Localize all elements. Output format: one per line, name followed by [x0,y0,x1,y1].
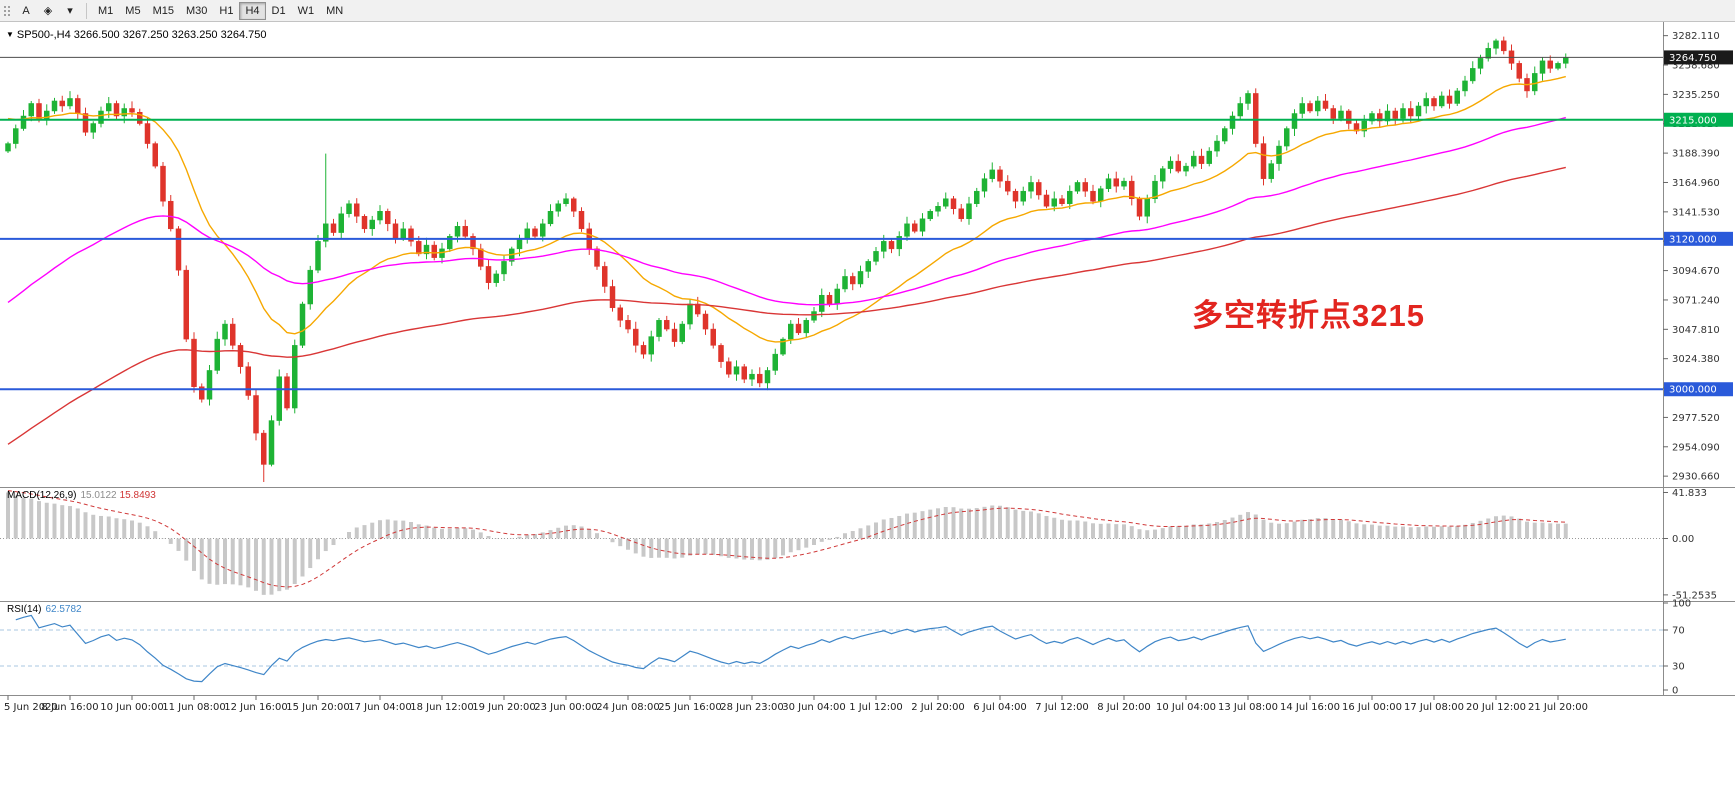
svg-text:2930.660: 2930.660 [1672,472,1720,483]
svg-text:23 Jun 00:00: 23 Jun 00:00 [534,702,598,713]
timeframe-button-w1[interactable]: W1 [292,2,321,20]
svg-text:3000.000: 3000.000 [1669,385,1717,396]
timeframe-button-mn[interactable]: MN [320,2,349,20]
svg-text:24 Jun 08:00: 24 Jun 08:00 [596,702,660,713]
svg-text:3188.390: 3188.390 [1672,149,1720,160]
svg-text:3071.240: 3071.240 [1672,295,1720,306]
svg-text:28 Jun 23:00: 28 Jun 23:00 [720,702,784,713]
svg-text:30 Jun 04:00: 30 Jun 04:00 [782,702,846,713]
svg-text:19 Jun 20:00: 19 Jun 20:00 [472,702,536,713]
svg-text:8 Jun 16:00: 8 Jun 16:00 [41,702,98,713]
svg-text:0.00: 0.00 [1672,534,1694,545]
shapes-dropdown-caret[interactable]: ▾ [59,2,81,20]
timeframe-toolbar: M1 M5 M15 M30 H1 H4 D1 W1 MN [92,1,349,20]
svg-text:2 Jul 20:00: 2 Jul 20:00 [911,702,965,713]
timeframe-button-m15[interactable]: M15 [147,2,180,20]
svg-text:41.833: 41.833 [1672,488,1707,499]
annotation-text-tool-button[interactable]: A [15,2,37,20]
timeframe-button-m30[interactable]: M30 [180,2,213,20]
timeframe-button-h4[interactable]: H4 [239,2,266,20]
ma-line-120 [7,166,1566,445]
svg-text:3094.670: 3094.670 [1672,266,1720,277]
rsi-panel [0,614,1663,683]
svg-text:12 Jun 16:00: 12 Jun 16:00 [224,702,288,713]
timeframe-button-d1[interactable]: D1 [266,2,292,20]
macd-panel [0,490,1663,595]
svg-text:3235.250: 3235.250 [1672,90,1720,101]
svg-text:10 Jul 04:00: 10 Jul 04:00 [1156,702,1216,713]
chart-background [0,22,1735,713]
svg-text:3258.680: 3258.680 [1672,61,1720,72]
timeframe-button-m1[interactable]: M1 [92,2,119,20]
svg-text:3164.960: 3164.960 [1672,178,1720,189]
level-price-badge: 3000.000 [1664,382,1733,397]
svg-text:7 Jul 12:00: 7 Jul 12:00 [1035,702,1089,713]
svg-text:0: 0 [1672,686,1678,697]
svg-text:10 Jun 00:00: 10 Jun 00:00 [100,702,164,713]
svg-text:11 Jun 08:00: 11 Jun 08:00 [162,702,226,713]
svg-text:3282.110: 3282.110 [1672,31,1720,42]
svg-text:3215.000: 3215.000 [1669,115,1717,126]
svg-text:3024.380: 3024.380 [1672,354,1720,365]
candles-layer [5,36,1569,482]
svg-text:15 Jun 20:00: 15 Jun 20:00 [286,702,350,713]
toolbar-separator [86,2,87,19]
svg-text:3120.000: 3120.000 [1669,234,1717,245]
svg-text:3141.530: 3141.530 [1672,207,1720,218]
svg-text:14 Jul 16:00: 14 Jul 16:00 [1280,702,1340,713]
svg-text:70: 70 [1672,626,1685,637]
ma-line-60 [7,116,1566,306]
chart-area[interactable]: 3282.1103258.6803235.2503211.8203188.390… [0,22,1735,790]
svg-text:30: 30 [1672,662,1685,673]
svg-text:21 Jul 20:00: 21 Jul 20:00 [1528,702,1588,713]
svg-text:16 Jul 00:00: 16 Jul 00:00 [1342,702,1402,713]
svg-text:13 Jul 08:00: 13 Jul 08:00 [1218,702,1278,713]
svg-text:8 Jul 20:00: 8 Jul 20:00 [1097,702,1151,713]
level-price-badge: 3120.000 [1664,231,1733,246]
svg-text:3264.750: 3264.750 [1669,53,1717,64]
svg-text:3047.810: 3047.810 [1672,325,1720,336]
timeframe-button-h1[interactable]: H1 [213,2,239,20]
chart-canvas[interactable]: 3282.1103258.6803235.2503211.8203188.390… [0,22,1735,713]
level-price-badge: 3215.000 [1664,112,1733,127]
svg-text:17 Jun 04:00: 17 Jun 04:00 [348,702,412,713]
timeframe-button-m5[interactable]: M5 [119,2,146,20]
svg-text:100: 100 [1672,599,1691,610]
svg-text:-51.2535: -51.2535 [1672,590,1717,601]
svg-text:18 Jun 12:00: 18 Jun 12:00 [410,702,474,713]
ma-line-20 [7,75,1566,343]
current-price-badge: 3264.750 [1664,50,1733,65]
svg-text:5 Jun 2020: 5 Jun 2020 [4,702,58,713]
svg-text:25 Jun 16:00: 25 Jun 16:00 [658,702,722,713]
svg-text:1 Jul 12:00: 1 Jul 12:00 [849,702,903,713]
svg-text:17 Jul 08:00: 17 Jul 08:00 [1404,702,1464,713]
toolbar-grip-handle[interactable] [3,3,11,18]
svg-text:6 Jul 04:00: 6 Jul 04:00 [973,702,1027,713]
svg-text:20 Jul 12:00: 20 Jul 12:00 [1466,702,1526,713]
drawing-tools-group: A ◈ ▾ [15,1,81,20]
rsi-line [15,614,1566,683]
svg-text:2977.520: 2977.520 [1672,413,1720,424]
shapes-tool-button[interactable]: ◈ [37,2,59,20]
top-toolbar: A ◈ ▾ M1 M5 M15 M30 H1 H4 D1 W1 MN [0,0,1735,22]
svg-text:2954.090: 2954.090 [1672,442,1720,453]
macd-signal-line [7,490,1566,588]
